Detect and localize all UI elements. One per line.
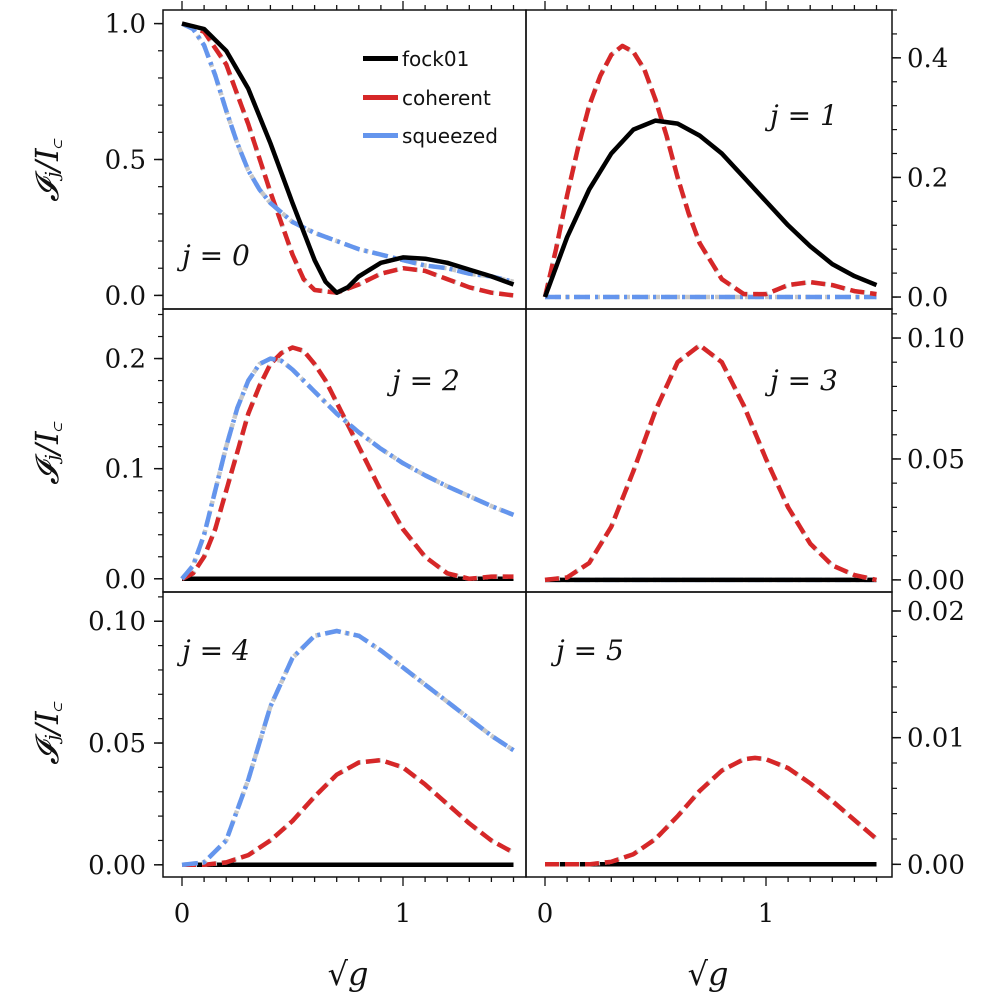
panel-3-curves [180, 345, 515, 582]
panel-1-label: j = 0 [176, 239, 250, 272]
panel-3: 0.0 0.1 0.2 j = 2 [105, 308, 527, 595]
y-tick-label: 0.01 [907, 724, 965, 754]
x-tick-label: 1 [758, 899, 775, 929]
y-tick-label: 0.1 [105, 455, 146, 485]
squeezed-series-line [181, 628, 515, 868]
panel-5-label: j = 4 [176, 634, 250, 667]
y-tick-label: 0.2 [907, 163, 948, 193]
panel-5-curves [181, 628, 515, 868]
fock01-series-line [542, 118, 878, 298]
y-tick-label: 1.0 [105, 10, 146, 40]
x-tick-label: 0 [537, 899, 554, 929]
coherent-series-line [181, 345, 514, 582]
panel-1-curves [181, 21, 515, 298]
y-tick-label: 0.02 [907, 597, 965, 627]
panel-2-label: j = 1 [764, 99, 838, 132]
coherent-series-line [542, 43, 877, 298]
panel-6-label: j = 5 [550, 634, 624, 667]
y-tick-label: 0.0 [907, 283, 948, 313]
y-axis-label-row-1: 𝓘ⱼ/I꜀ [28, 138, 66, 202]
y-tick-label: 0.10 [907, 324, 965, 354]
panel-1: 0.0 0.5 1.0 j = 0 [105, 1, 527, 311]
coherent-series-line [182, 757, 515, 868]
panel-6-frame [525, 591, 893, 878]
legend-label-fock01: fock01 [402, 47, 469, 71]
x-axis-label-left: √g [328, 955, 369, 993]
axis-labels: 𝓘ⱼ/I꜀ 𝓘ⱼ/I꜀ 𝓘ⱼ/I꜀ √g √g [28, 138, 728, 993]
panels-layer: 0.0 0.5 1.0 j = 0 0.0 0.2 0.4 j = 1 0.0 0.1 0.2 j =… [88, 1, 965, 929]
y-tick-label: 0.5 [105, 146, 146, 176]
y-tick-label: 0.4 [907, 44, 948, 74]
coherent-reference-line [181, 345, 514, 582]
squeezed-series-line [180, 356, 515, 581]
y-tick-label: 0.10 [88, 607, 146, 637]
y-tick-label: 0.0 [105, 565, 146, 595]
panel-6-curves [545, 755, 878, 867]
panel-4-label: j = 3 [764, 364, 838, 397]
y-tick-label: 0.0 [105, 281, 146, 311]
panel-2: 0.0 0.2 0.4 j = 1 [525, 1, 948, 313]
y-tick-label: 0.2 [105, 345, 146, 375]
panel-2-curves [542, 43, 878, 300]
panel-5: 0.00 0.05 0.10 0 1 j = 4 [88, 591, 527, 929]
panel-4: 0.00 0.05 0.10 j = 3 [525, 308, 965, 596]
y-tick-label: 0.05 [907, 445, 965, 475]
coherent-reference-line [545, 755, 878, 867]
panel-4-curves [544, 343, 877, 583]
y-axis-label-row-2: 𝓘ⱼ/I꜀ [28, 421, 66, 485]
x-axis-label-right: √g [688, 955, 729, 993]
legend-label-squeezed: squeezed [402, 124, 498, 148]
x-tick-label: 0 [174, 899, 191, 929]
coherent-series-line [544, 343, 877, 583]
legend-swatch-coherent [363, 95, 398, 100]
y-tick-label: 0.00 [907, 850, 965, 880]
y-tick-label: 0.00 [907, 566, 965, 596]
coherent-series-line [545, 755, 878, 867]
panel-3-label: j = 2 [386, 364, 460, 397]
coherent-reference-line [182, 757, 515, 868]
y-axis-label-row-3: 𝓘ⱼ/I꜀ [28, 701, 66, 765]
panel-6: 0.00 0.01 0.02 0 1 j = 5 [525, 591, 965, 929]
legend: fock01 coherent squeezed [363, 47, 498, 148]
y-tick-label: 0.00 [88, 851, 146, 881]
legend-label-coherent: coherent [402, 86, 491, 110]
x-tick-label: 1 [395, 899, 412, 929]
y-tick-label: 0.05 [88, 729, 146, 759]
legend-swatch-fock01 [363, 56, 398, 61]
fock01-series-line [181, 21, 515, 295]
panel-3-frame [162, 308, 527, 593]
legend-swatch-squeezed [363, 133, 398, 138]
